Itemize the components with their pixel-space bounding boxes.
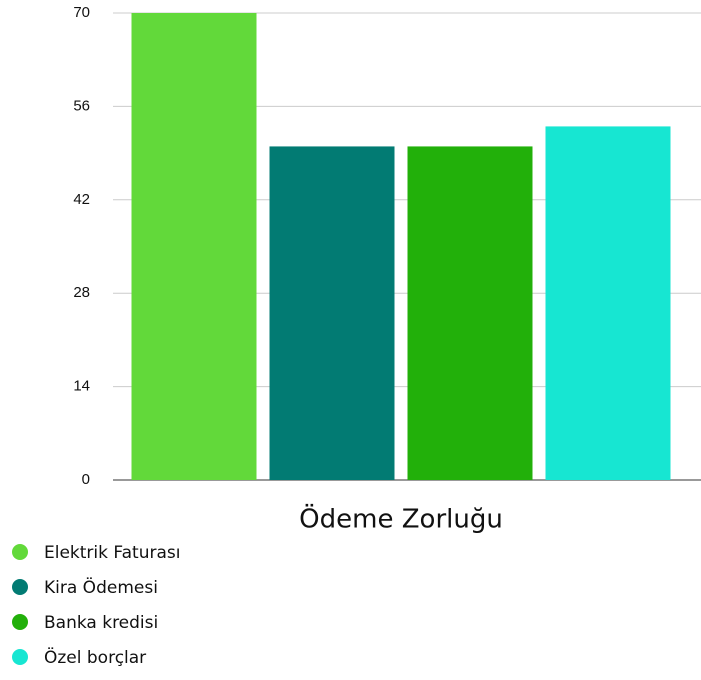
- legend-swatch: [12, 579, 28, 595]
- y-tick-label: 56: [73, 97, 90, 114]
- bar: [131, 13, 257, 480]
- legend-label: Özel borçlar: [44, 646, 146, 668]
- legend-label: Elektrik Faturası: [44, 543, 180, 563]
- y-tick-label: 42: [73, 191, 90, 208]
- y-tick-label: 0: [82, 471, 90, 488]
- legend-label: Banka kredisi: [44, 613, 158, 633]
- legend-swatch: [12, 544, 28, 560]
- legend-label: Kira Ödemesi: [44, 576, 158, 598]
- bar: [407, 146, 533, 480]
- y-tick-label: 28: [73, 284, 90, 301]
- y-tick-label: 14: [73, 378, 90, 395]
- bar: [545, 126, 671, 481]
- bar: [269, 146, 395, 480]
- legend-swatch: [12, 649, 28, 665]
- legend-swatch: [12, 614, 28, 630]
- x-tick-label: Ödeme Zorluğu: [299, 503, 503, 535]
- y-tick-label: 70: [73, 4, 90, 21]
